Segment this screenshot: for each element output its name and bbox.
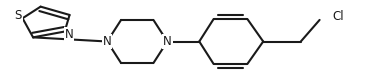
Text: Cl: Cl [333,10,344,23]
Text: N: N [103,35,112,48]
Text: S: S [14,9,22,22]
Text: N: N [64,28,73,41]
Text: N: N [163,35,172,48]
